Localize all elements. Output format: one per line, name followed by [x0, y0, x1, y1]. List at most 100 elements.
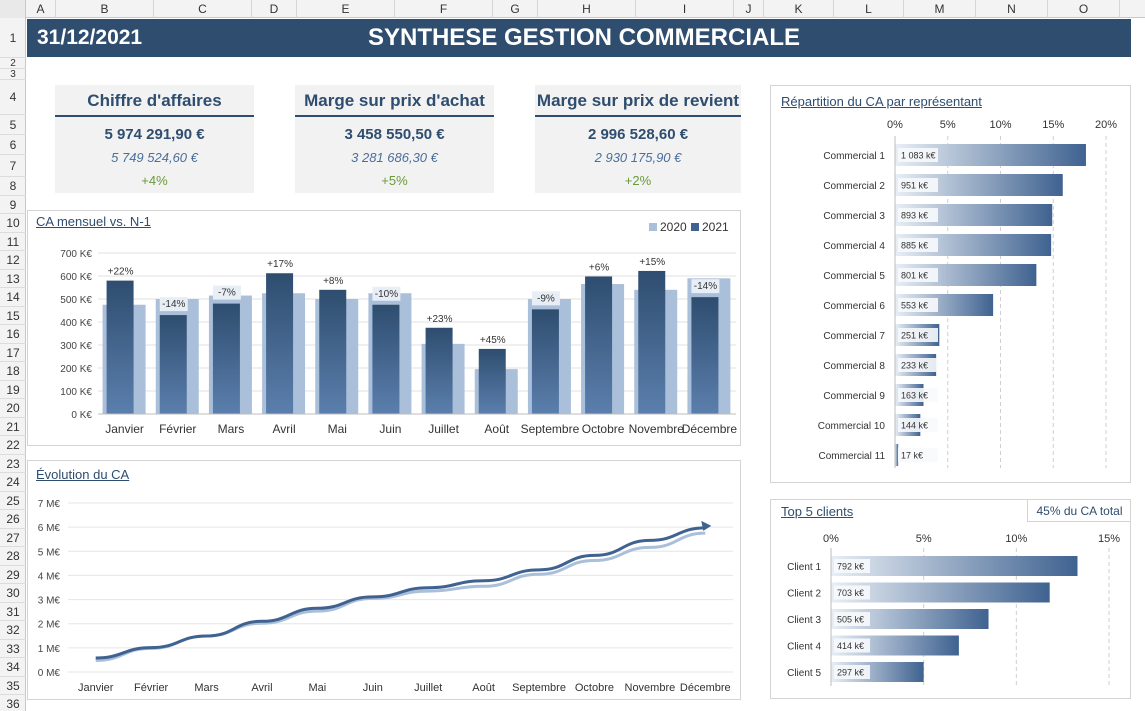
category-label: Client 1 [787, 562, 821, 573]
bar-value-label: 505 k€ [837, 615, 864, 625]
top-clients-chart[interactable]: Top 5 clients 45% du CA total 0% 5% 10% 15%… [770, 499, 1131, 699]
row-header-13[interactable]: 13 [0, 270, 26, 288]
y-tick-label: 0 K€ [71, 410, 92, 421]
y-tick-label: 200 K€ [60, 364, 92, 375]
category-label: Commercial 11 [819, 451, 886, 462]
dashboard-title[interactable]: SYNTHESE GESTION COMMERCIALE [367, 24, 801, 51]
column-header-C[interactable]: C [154, 0, 252, 18]
report-date[interactable]: 31/12/2021 [37, 26, 143, 49]
row-header-1[interactable]: 1 [0, 18, 26, 58]
bar-value-bg [898, 298, 938, 312]
row-header-3[interactable]: 3 [0, 69, 26, 80]
column-header-I[interactable]: I [636, 0, 734, 18]
y-tick-label: 1 M€ [38, 644, 61, 655]
row-header-21[interactable]: 21 [0, 418, 26, 436]
x-tick-label: 20% [1095, 119, 1117, 131]
data-label: +8% [323, 276, 343, 287]
revenue-evolution-chart[interactable]: Évolution du CA 0 M€ 1 M€ 2 M€ 3 M€ 4 M€ 5 M€… [27, 460, 741, 700]
x-tick-label: 0% [823, 533, 839, 545]
column-header-F[interactable]: F [395, 0, 493, 18]
column-header-M[interactable]: M [904, 0, 976, 18]
row-header-36[interactable]: 36 [0, 695, 26, 711]
x-tick-label: Septembre [512, 682, 566, 694]
kpi-value: 5 974 291,90 € [104, 126, 205, 143]
row-header-23[interactable]: 23 [0, 455, 26, 473]
column-header-K[interactable]: K [764, 0, 834, 18]
x-tick-label: 0% [887, 119, 903, 131]
row-header-29[interactable]: 29 [0, 566, 26, 584]
kpi-value: 2 996 528,60 € [587, 126, 689, 143]
column-header-N[interactable]: N [976, 0, 1048, 18]
data-label-bg [159, 297, 188, 312]
row-header-24[interactable]: 24 [0, 473, 26, 492]
column-header-L[interactable]: L [834, 0, 904, 18]
bar-2021 [319, 289, 347, 414]
category-label: Commercial 1 [823, 151, 885, 162]
row-header-17[interactable]: 17 [0, 344, 26, 362]
rep-distribution-chart[interactable]: Répartition du CA par représentant 0% 5% 1… [770, 85, 1131, 483]
chart-title: Top 5 clients [781, 504, 854, 519]
kpi-card-revenue[interactable]: Chiffre d'affaires 5 974 291,90 € 5 749 … [55, 85, 254, 193]
row-header-18[interactable]: 18 [0, 362, 26, 381]
row-header-6[interactable]: 6 [0, 135, 26, 155]
column-header-G[interactable]: G [493, 0, 538, 18]
bar-value-bg [898, 358, 938, 372]
monthly-revenue-chart[interactable]: CA mensuel vs. N-1 0 K€ 100 K€ 200 K€ 300 K… [27, 210, 741, 446]
column-header-E[interactable]: E [297, 0, 395, 18]
x-tick-label: Février [134, 682, 169, 694]
bar-2021 [372, 304, 400, 414]
row-header-4[interactable]: 4 [0, 80, 26, 115]
row-header-19[interactable]: 19 [0, 381, 26, 399]
column-header-J[interactable]: J [734, 0, 764, 18]
category-label: Client 5 [787, 668, 821, 679]
row-header-15[interactable]: 15 [0, 307, 26, 325]
row-header-5[interactable]: 5 [0, 115, 26, 135]
row-header-14[interactable]: 14 [0, 288, 26, 307]
x-tick-label: Janvier [105, 422, 144, 436]
row-header-27[interactable]: 27 [0, 529, 26, 547]
x-tick-label: 5% [940, 119, 956, 131]
row-header-10[interactable]: 10 [0, 214, 26, 233]
column-header-D[interactable]: D [252, 0, 297, 18]
bar [895, 144, 1086, 166]
row-header-7[interactable]: 7 [0, 155, 26, 177]
kpi-card-purchase-margin[interactable]: Marge sur prix d'achat 3 458 550,50 € 3 … [295, 85, 494, 193]
bar-value-label: 251 k€ [901, 331, 928, 341]
chart-title: CA mensuel vs. N-1 [36, 214, 151, 229]
chart-title: Répartition du CA par représentant [781, 94, 982, 109]
row-header-26[interactable]: 26 [0, 510, 26, 529]
row-header-20[interactable]: 20 [0, 399, 26, 418]
row-header-12[interactable]: 12 [0, 251, 26, 270]
row-header-9[interactable]: 9 [0, 196, 26, 214]
column-header-B[interactable]: B [56, 0, 154, 18]
row-header-22[interactable]: 22 [0, 436, 26, 455]
bar-value-label: 1 083 k€ [901, 151, 936, 161]
row-header-28[interactable]: 28 [0, 547, 26, 566]
bar-2021 [212, 303, 240, 414]
row-header-8[interactable]: 8 [0, 177, 26, 196]
row-header-32[interactable]: 32 [0, 621, 26, 640]
row-header-34[interactable]: 34 [0, 658, 26, 677]
row-header-35[interactable]: 35 [0, 677, 26, 695]
x-tick-label: Juillet [428, 422, 459, 436]
category-label: Commercial 4 [823, 241, 885, 252]
row-header-2[interactable]: 2 [0, 58, 26, 69]
bar-value-label: 553 k€ [901, 301, 928, 311]
y-tick-label: 6 M€ [38, 523, 61, 534]
category-label: Commercial 7 [823, 331, 885, 342]
x-tick-label: 5% [916, 533, 932, 545]
row-header-33[interactable]: 33 [0, 640, 26, 658]
column-header-A[interactable]: A [26, 0, 56, 18]
bar-value-bg [834, 559, 870, 573]
row-header-31[interactable]: 31 [0, 603, 26, 621]
kpi-card-cost-margin[interactable]: Marge sur prix de revient 2 996 528,60 €… [535, 85, 741, 193]
column-header-H[interactable]: H [538, 0, 636, 18]
select-all-corner[interactable] [0, 0, 26, 18]
row-header-16[interactable]: 16 [0, 325, 26, 344]
row-header-30[interactable]: 30 [0, 584, 26, 603]
row-header-11[interactable]: 11 [0, 233, 26, 251]
column-header-O[interactable]: O [1048, 0, 1120, 18]
row-header-25[interactable]: 25 [0, 492, 26, 510]
x-tick-label: Octobre [582, 422, 625, 436]
kpi-change: +2% [624, 173, 652, 188]
